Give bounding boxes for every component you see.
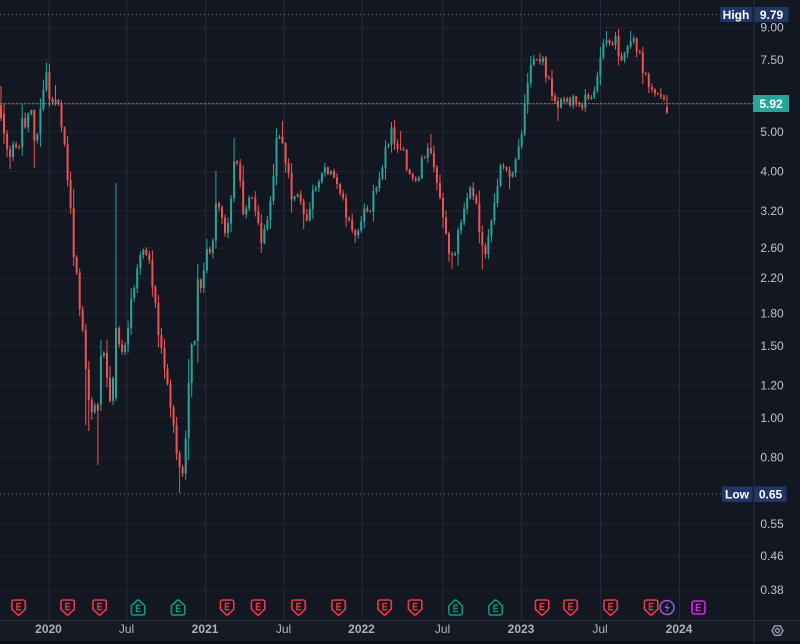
svg-text:0.46: 0.46 bbox=[760, 549, 784, 563]
svg-text:2023: 2023 bbox=[508, 622, 535, 636]
svg-text:1.20: 1.20 bbox=[760, 379, 784, 393]
svg-text:0.65: 0.65 bbox=[759, 488, 783, 502]
svg-text:1.50: 1.50 bbox=[760, 339, 784, 353]
svg-text:Jul: Jul bbox=[276, 622, 291, 636]
svg-text:2020: 2020 bbox=[35, 622, 62, 636]
svg-text:3.20: 3.20 bbox=[760, 204, 784, 218]
svg-text:High: High bbox=[723, 8, 750, 22]
svg-text:9.00: 9.00 bbox=[760, 21, 784, 35]
svg-text:5.92: 5.92 bbox=[759, 97, 783, 111]
svg-text:2.60: 2.60 bbox=[760, 241, 784, 255]
svg-text:2022: 2022 bbox=[348, 622, 375, 636]
svg-text:Low: Low bbox=[725, 488, 750, 502]
svg-text:0.38: 0.38 bbox=[760, 583, 784, 597]
svg-text:2021: 2021 bbox=[192, 622, 219, 636]
svg-text:9.79: 9.79 bbox=[760, 8, 784, 22]
svg-text:5.00: 5.00 bbox=[760, 125, 784, 139]
svg-text:2024: 2024 bbox=[666, 622, 693, 636]
svg-text:Jul: Jul bbox=[592, 622, 607, 636]
svg-text:4.00: 4.00 bbox=[760, 165, 784, 179]
svg-text:7.50: 7.50 bbox=[760, 53, 784, 67]
svg-text:1.00: 1.00 bbox=[760, 411, 784, 425]
svg-text:0.80: 0.80 bbox=[760, 451, 784, 465]
svg-text:2.20: 2.20 bbox=[760, 271, 784, 285]
svg-text:Jul: Jul bbox=[435, 622, 450, 636]
svg-text:1.80: 1.80 bbox=[760, 307, 784, 321]
svg-text:0.55: 0.55 bbox=[760, 517, 784, 531]
svg-text:Jul: Jul bbox=[119, 622, 134, 636]
